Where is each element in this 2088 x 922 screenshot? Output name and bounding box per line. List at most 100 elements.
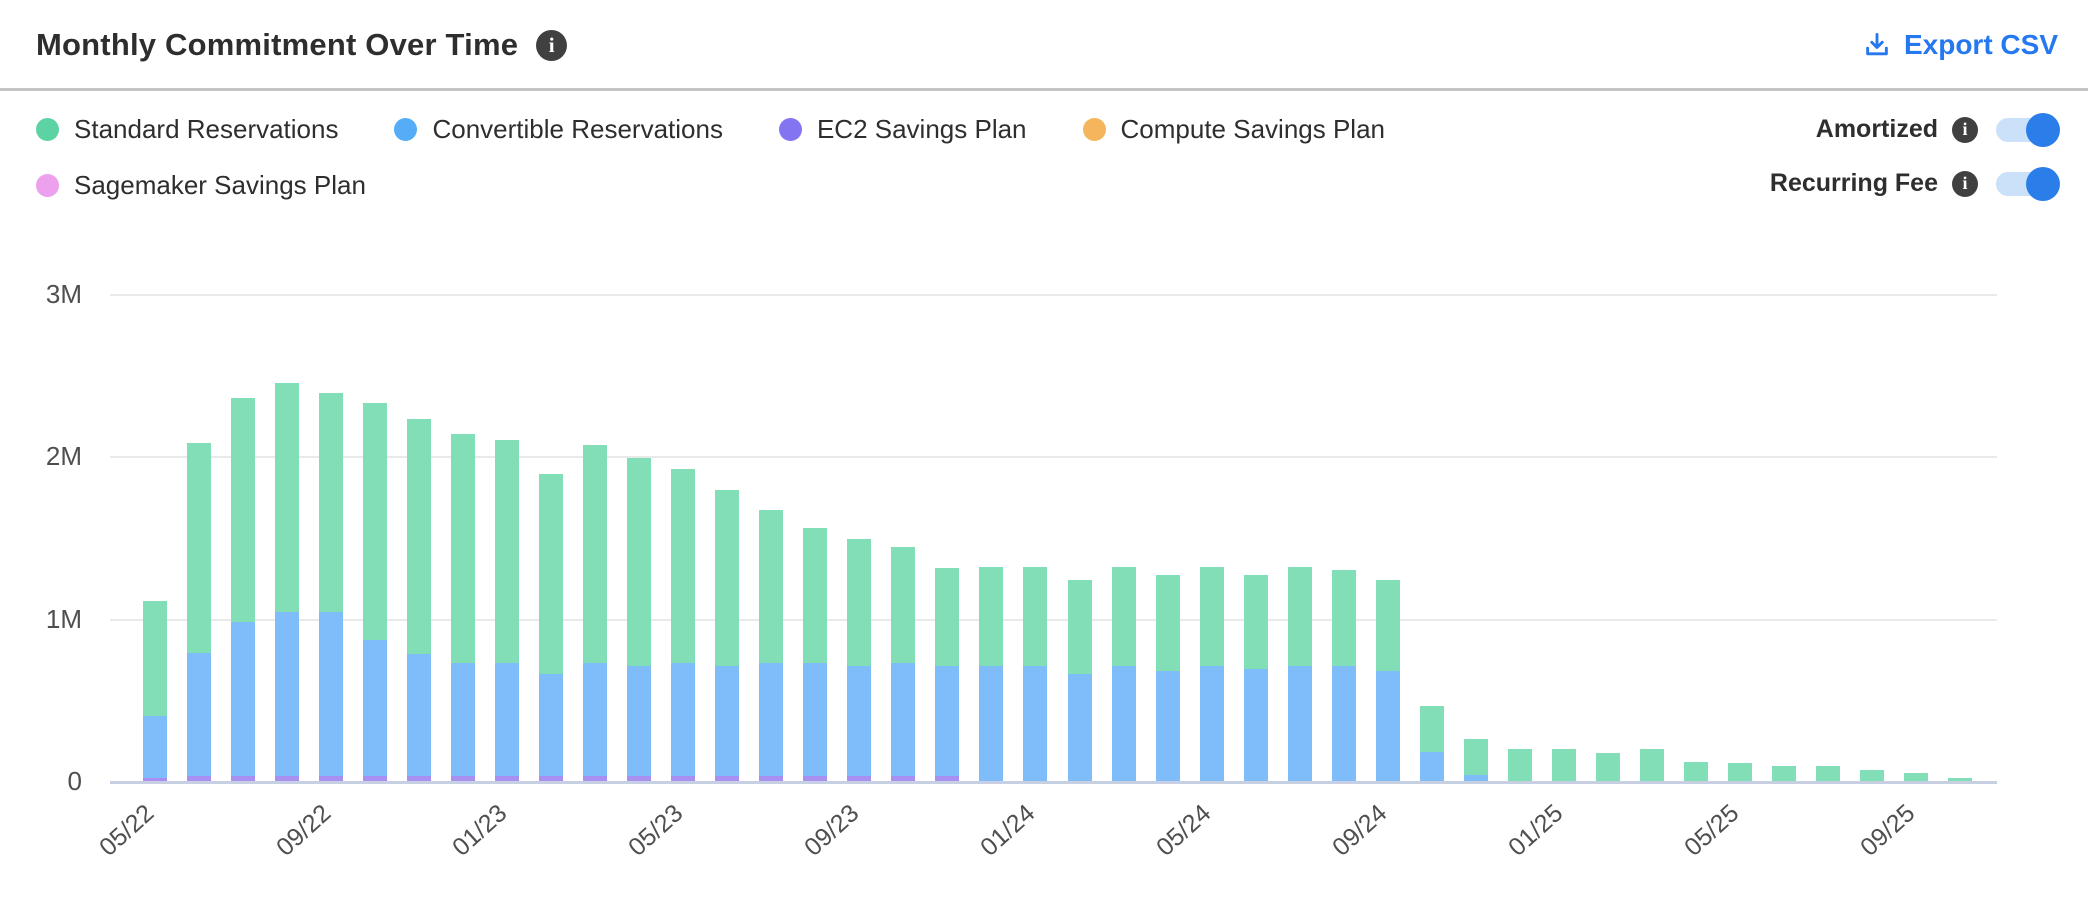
gridline — [110, 618, 1997, 621]
bar-01-24[interactable] — [1023, 566, 1048, 781]
bar-09-25[interactable] — [1903, 772, 1928, 781]
bar-segment — [891, 776, 916, 781]
legend-dot-icon — [778, 117, 802, 141]
bar-02-23[interactable] — [539, 474, 564, 781]
amortized-toggle-label: Amortized — [1815, 115, 1938, 143]
bar-06-22[interactable] — [187, 443, 212, 781]
bar-segment — [1155, 574, 1180, 671]
bar-segment — [1199, 566, 1224, 666]
y-axis-label: 0 — [67, 766, 82, 796]
bar-segment — [187, 652, 212, 777]
bar-07-24[interactable] — [1287, 566, 1312, 781]
recurring-fee-toggle-label: Recurring Fee — [1769, 169, 1938, 197]
bar-04-25[interactable] — [1683, 761, 1708, 781]
bar-08-23[interactable] — [803, 527, 828, 781]
legend-item-3[interactable]: EC2 Savings Plan — [778, 113, 1027, 145]
bar-01-23[interactable] — [495, 440, 520, 781]
bar-03-23[interactable] — [583, 445, 608, 781]
panel-header: Monthly Commitment Over Time i Export CS… — [0, 0, 2088, 88]
x-axis-label: 09/23 — [798, 799, 865, 862]
bar-segment — [1507, 748, 1532, 781]
bar-09-23[interactable] — [847, 539, 872, 781]
bar-08-24[interactable] — [1331, 569, 1356, 781]
bar-04-24[interactable] — [1155, 574, 1180, 781]
bar-06-25[interactable] — [1771, 766, 1796, 781]
export-csv-button[interactable]: Export CSV — [1862, 29, 2058, 61]
bar-segment — [143, 777, 167, 781]
bar-08-25[interactable] — [1859, 769, 1884, 781]
bar-segment — [1419, 751, 1444, 781]
bar-segment — [1375, 579, 1400, 671]
recurring-fee-toggle[interactable] — [1996, 166, 2060, 201]
bar-07-23[interactable] — [759, 509, 784, 781]
amortized-info-icon[interactable]: i — [1952, 116, 1978, 143]
bar-06-23[interactable] — [715, 490, 740, 781]
bar-10-23[interactable] — [891, 547, 916, 781]
x-axis-label: 05/24 — [1151, 799, 1217, 862]
bar-07-25[interactable] — [1815, 766, 1840, 781]
bar-segment — [275, 612, 300, 777]
bar-segment — [583, 662, 608, 777]
bar-segment — [1639, 748, 1664, 781]
bar-segment — [1287, 566, 1312, 666]
legend-item-4[interactable]: Compute Savings Plan — [1082, 113, 1385, 145]
bar-04-23[interactable] — [627, 457, 652, 781]
bar-05-24[interactable] — [1199, 566, 1224, 781]
bar-09-22[interactable] — [319, 393, 344, 781]
bar-05-25[interactable] — [1727, 763, 1752, 781]
bar-segment — [715, 776, 740, 781]
bar-segment — [319, 612, 344, 777]
bar-07-22[interactable] — [231, 397, 256, 781]
bar-segment — [1331, 665, 1356, 781]
bar-segment — [1243, 574, 1268, 669]
legend-dot-icon — [36, 117, 59, 141]
bar-segment — [583, 445, 608, 663]
bar-segment — [935, 665, 960, 777]
title-info-icon[interactable]: i — [536, 29, 568, 61]
bar-segment — [935, 568, 960, 666]
bar-segment — [979, 566, 1004, 666]
bar-10-22[interactable] — [363, 402, 388, 781]
legend-item-5[interactable]: Sagemaker Savings Plan — [36, 169, 366, 201]
bar-segment — [1771, 766, 1796, 781]
bar-11-22[interactable] — [407, 419, 432, 781]
bar-segment — [1859, 769, 1884, 781]
bar-06-24[interactable] — [1243, 574, 1268, 781]
bar-02-24[interactable] — [1067, 579, 1092, 781]
bar-segment — [847, 539, 872, 666]
bar-segment — [671, 662, 696, 777]
bar-segment — [451, 776, 476, 781]
bar-02-25[interactable] — [1595, 753, 1620, 781]
bar-segment — [715, 665, 740, 777]
bar-segment — [847, 665, 872, 777]
bar-05-22[interactable] — [143, 600, 167, 781]
bar-03-25[interactable] — [1639, 748, 1664, 781]
x-axis-label: 09/22 — [270, 799, 336, 862]
legend-item-2[interactable]: Convertible Reservations — [394, 113, 723, 145]
bar-01-25[interactable] — [1551, 748, 1576, 781]
bar-10-24[interactable] — [1419, 706, 1444, 781]
bar-10-25[interactable] — [1947, 777, 1972, 781]
bar-05-23[interactable] — [671, 469, 696, 781]
bar-segment — [363, 402, 388, 640]
bar-12-23[interactable] — [979, 566, 1004, 781]
bar-08-22[interactable] — [275, 383, 300, 781]
bar-11-23[interactable] — [935, 568, 960, 781]
bar-03-24[interactable] — [1111, 566, 1136, 781]
bar-09-24[interactable] — [1375, 579, 1400, 781]
y-axis-label: 2M — [45, 441, 82, 472]
bar-segment — [1419, 706, 1444, 752]
bar-segment — [187, 776, 212, 781]
amortized-toggle[interactable] — [1996, 112, 2060, 147]
bar-segment — [671, 776, 696, 781]
legend-item-1[interactable]: Standard Reservations — [36, 113, 338, 145]
bar-segment — [1023, 566, 1048, 666]
recurring-fee-info-icon[interactable]: i — [1952, 170, 1978, 197]
bar-segment — [187, 443, 212, 653]
bar-12-24[interactable] — [1507, 748, 1532, 781]
bar-12-22[interactable] — [451, 433, 476, 781]
bar-11-24[interactable] — [1463, 738, 1488, 781]
bar-segment — [143, 600, 167, 717]
bar-segment — [407, 776, 432, 781]
x-axis-label: 09/24 — [1327, 799, 1393, 862]
